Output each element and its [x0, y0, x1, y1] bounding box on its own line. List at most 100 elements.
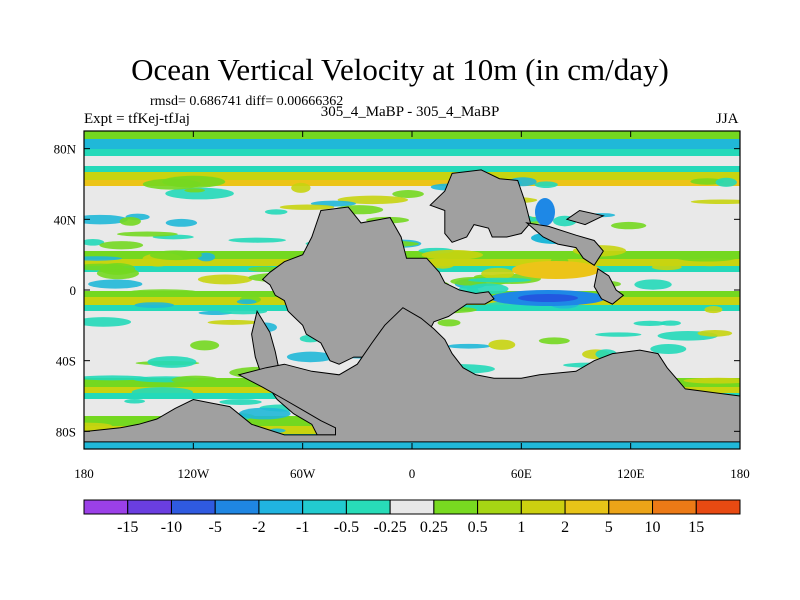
field-band: [84, 156, 740, 168]
colorbar-label: 0.25: [420, 519, 448, 536]
field-patch: [219, 308, 268, 315]
field-patch: [651, 264, 682, 271]
field-patch: [228, 237, 287, 243]
field-patch: [84, 239, 105, 246]
field-patch: [683, 377, 740, 384]
field-patch: [538, 337, 570, 345]
field-patch: [534, 181, 558, 188]
colorbar-swatch: [608, 499, 654, 515]
colorbar-swatch: [170, 499, 216, 515]
colorbar-swatch: [520, 499, 566, 515]
colorbar-label: -0.5: [334, 519, 359, 536]
field-patch: [673, 252, 740, 262]
experiment-label: Expt = tfKej-tfJaj: [84, 111, 190, 127]
colorbar-label: 15: [688, 519, 704, 536]
field-patch: [697, 329, 733, 337]
land-mass: [593, 267, 625, 305]
colorbar-swatch: [652, 499, 697, 515]
field-patch: [633, 320, 666, 327]
colorbar-label: 10: [645, 519, 661, 536]
center-label: 305_4_MaBP - 305_4_MaBP: [320, 104, 500, 120]
field-patch: [119, 217, 141, 226]
field-patch: [150, 250, 202, 261]
colorbar-swatch: [389, 499, 435, 515]
colorbar-swatch: [477, 499, 522, 515]
field-patch: [512, 261, 600, 279]
season-label: JJA: [716, 111, 739, 127]
land-mass: [84, 307, 740, 443]
field-band: [84, 251, 740, 259]
field-patch: [124, 398, 145, 404]
field-band: [84, 172, 740, 180]
field-patch: [634, 279, 672, 290]
field-band: [84, 166, 740, 172]
field-patch: [88, 279, 143, 289]
field-patch: [704, 306, 723, 314]
colorbar-label: -2: [252, 519, 265, 536]
colorbar-swatch: [214, 499, 260, 515]
field-patch: [610, 221, 647, 230]
field-patch: [660, 320, 681, 326]
colorbar-swatch: [127, 499, 172, 515]
land-mass: [565, 209, 605, 226]
field-patch: [197, 274, 253, 285]
land-mass: [525, 222, 604, 266]
y-tick-label: 40N: [54, 212, 77, 227]
colorbar-label: 0.5: [468, 519, 488, 536]
field-patch: [142, 178, 201, 190]
colorbar-label: -0.25: [373, 519, 406, 536]
field-patch: [279, 204, 335, 210]
x-tick-label: 180: [730, 466, 750, 481]
field-patch: [219, 399, 262, 405]
field-patch: [122, 292, 181, 297]
y-tick-label: 80N: [54, 142, 77, 157]
field-patch: [495, 251, 557, 259]
colorbar-label: -5: [209, 519, 222, 536]
field-band: [84, 149, 740, 156]
field-band: [84, 180, 740, 186]
map-plot-area: [84, 131, 740, 449]
colorbar: -15 -10 -5 -2 -1 -0.5 -0.25 0.25 0.5 1 2 5 10 15: [83, 499, 741, 536]
field-patch: [291, 182, 311, 193]
colorbar-swatch: [83, 499, 129, 515]
field-patch: [264, 209, 288, 215]
field-patch: [715, 177, 737, 187]
field-patch: [147, 356, 197, 368]
land-mask: [84, 169, 740, 443]
field-patch: [84, 317, 132, 327]
x-tick-label: 120E: [617, 466, 645, 481]
y-tick-label: 0: [70, 283, 77, 298]
field-patch: [421, 249, 483, 260]
colorbar-swatch: [258, 499, 304, 515]
x-tick-label: 0: [409, 466, 416, 481]
field-patch: [84, 300, 105, 305]
field-patch: [236, 299, 257, 305]
field-patch: [286, 351, 335, 363]
field-patch: [650, 344, 687, 354]
field-patch: [84, 214, 128, 225]
field-patch: [184, 188, 205, 193]
field-patch: [171, 375, 220, 385]
field-patch: [595, 332, 642, 337]
field-patch: [466, 283, 509, 295]
field-patch: [131, 387, 193, 398]
field-patch: [238, 407, 291, 420]
field-patch: [430, 258, 456, 269]
field-patch: [446, 343, 491, 349]
field-patch: [437, 319, 461, 327]
field-patch: [84, 422, 112, 429]
field-patch: [337, 195, 409, 205]
colorbar-swatch: [302, 499, 347, 515]
x-tick-label: 60W: [290, 466, 316, 481]
x-tick-label: 60E: [511, 466, 532, 481]
y-tick-label: 40S: [56, 354, 76, 369]
colorbar-swatch: [433, 499, 479, 515]
field-patch: [165, 187, 234, 200]
colorbar-label: -15: [117, 519, 138, 536]
field-patch: [468, 277, 532, 283]
y-tick-label: 80S: [56, 424, 76, 439]
field-band: [84, 139, 740, 149]
field-patch: [690, 199, 740, 205]
stats-label: rmsd= 0.686741 diff= 0.00666362: [150, 94, 344, 109]
